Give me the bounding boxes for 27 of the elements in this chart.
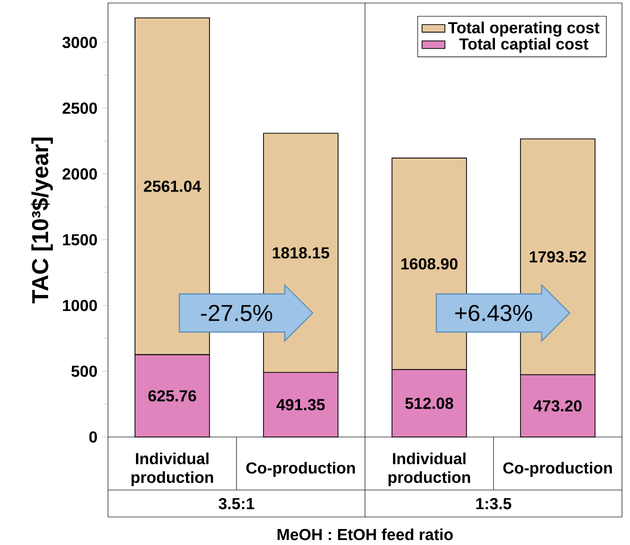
data-label: 1608.90: [401, 258, 458, 270]
data-label: 491.35: [276, 399, 325, 410]
text: 3.5:1: [218, 498, 254, 510]
data-label: 2561.04: [144, 180, 202, 192]
x-tick-label: Individual production: [132, 452, 214, 486]
x-axis-title: MeOH : EtOH feed ratio: [278, 528, 453, 540]
y-tick-label: 2500: [62, 102, 97, 114]
y-axis-title: TAC [10³$/year]: [30, 138, 53, 304]
legend-label: Total operating cost: [448, 22, 600, 37]
data-label: 512.08: [405, 398, 454, 409]
y-tick-label: 2000: [62, 168, 97, 180]
annotation: +6.43%: [455, 304, 532, 322]
x-tick-label: Co-production: [246, 462, 355, 477]
annotation: -27.5%: [201, 304, 272, 322]
data-label: 1793.52: [530, 251, 586, 263]
text: 1:3.5: [476, 498, 512, 510]
y-tick-label: 0: [89, 431, 97, 443]
y-tick-label: 3000: [62, 36, 97, 48]
x-tick-label: Co-production: [503, 462, 612, 477]
y-tick-label: 1000: [63, 300, 97, 312]
data-label: 1818.15: [272, 247, 330, 258]
y-tick-label: 1500: [63, 234, 97, 246]
x-tick-label: Individual production: [388, 452, 470, 486]
data-label: 625.76: [148, 390, 196, 402]
data-label: 473.20: [534, 400, 582, 412]
legend-label: Total captial cost: [459, 38, 588, 53]
y-tick-label: 500: [71, 366, 97, 377]
